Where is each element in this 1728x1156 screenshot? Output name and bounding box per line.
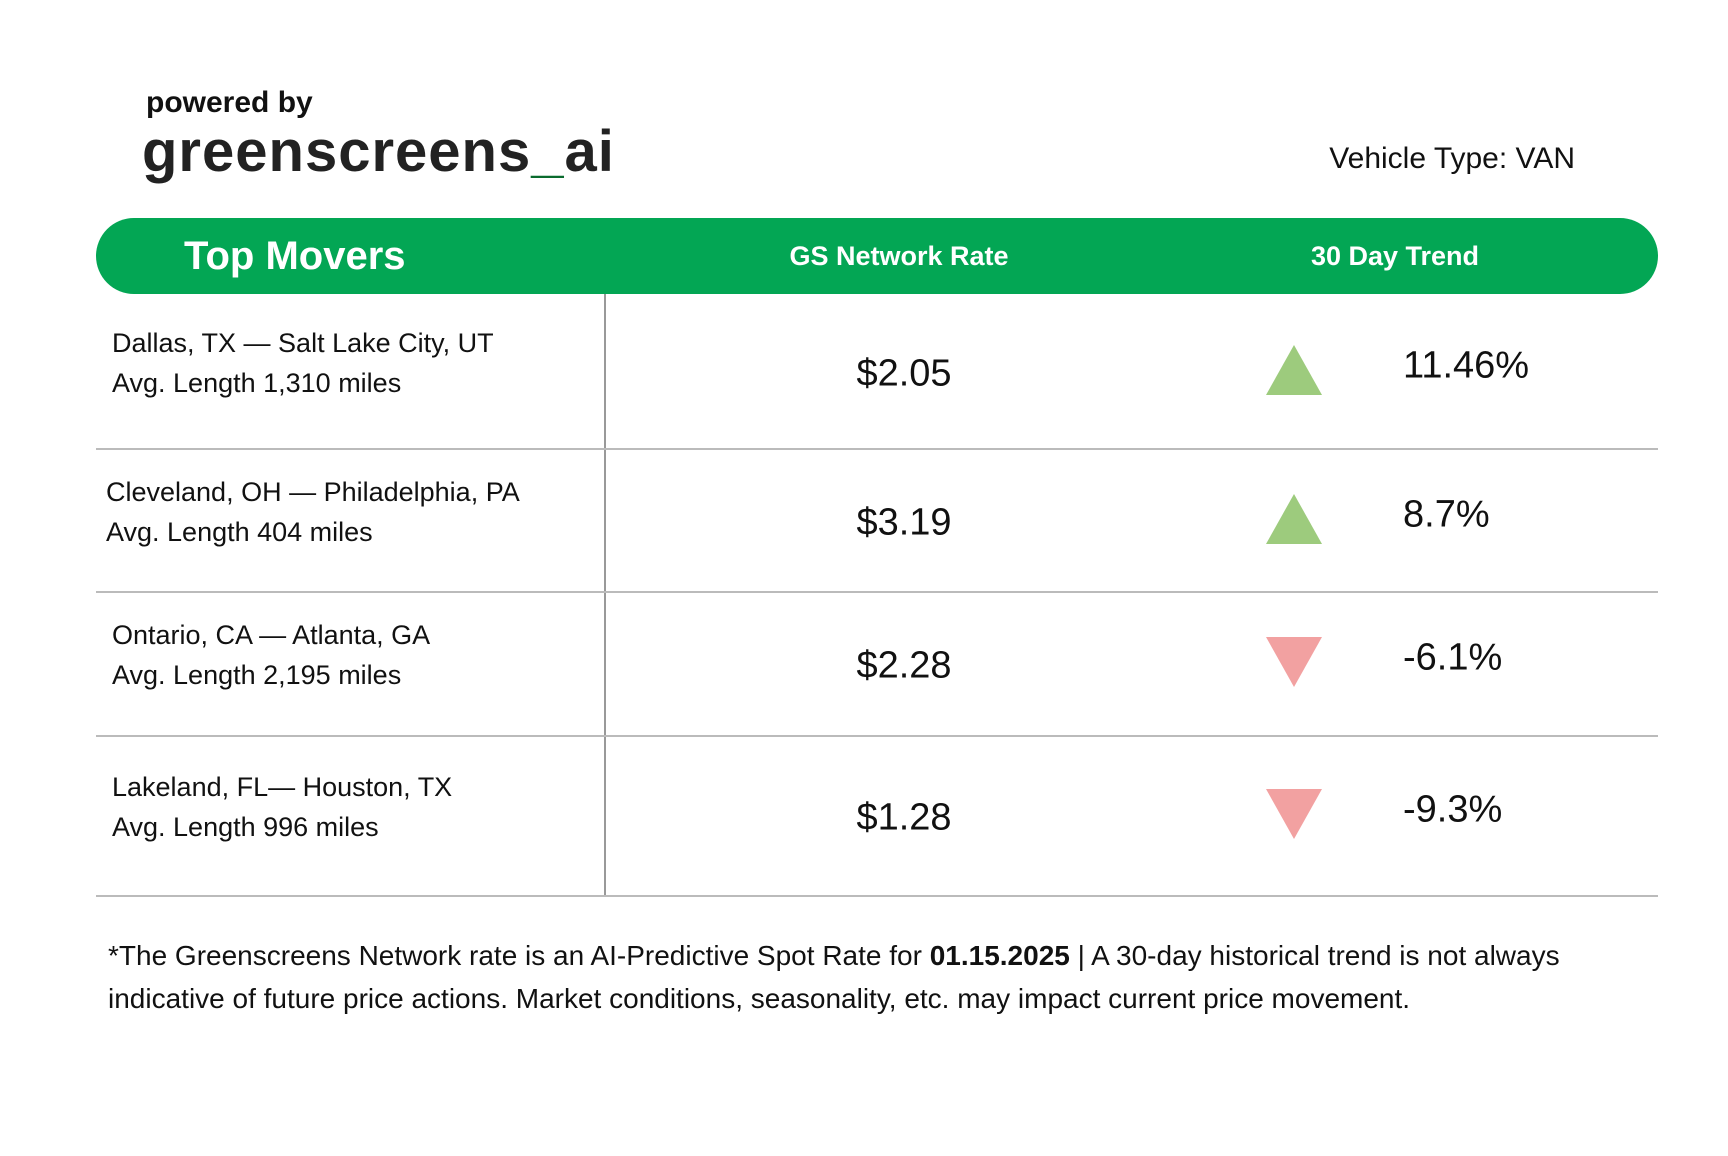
trend-arrow — [1266, 637, 1322, 687]
arrow-down — [1266, 789, 1322, 839]
rate: $1.28 — [856, 796, 952, 839]
arrow-up — [1266, 344, 1322, 395]
column-header: 30 Day Trend — [1310, 241, 1480, 271]
avg-length: Avg. Length 1,310 miles — [112, 367, 402, 398]
rate: $2.05 — [856, 352, 952, 394]
route: Dallas, TX — Salt Lake City, UT — [112, 327, 494, 358]
trend-arrow — [1266, 344, 1322, 395]
route: Ontario, CA — Atlanta, GA — [112, 620, 431, 650]
trend: 11.46% — [1403, 344, 1530, 386]
footnote: *The Greenscreens Network rate is an AI-… — [108, 934, 1648, 1020]
footnote-date: 01.15.2025 — [929, 940, 1070, 971]
logo-text: greenscreens — [142, 119, 532, 184]
footnote-text: *The Greenscreens Network rate is an AI-… — [108, 940, 930, 971]
avg-length: Avg. Length 404 miles — [106, 516, 373, 547]
route: Lakeland, FL— Houston, TX — [112, 772, 453, 802]
trend: 8.7% — [1403, 493, 1490, 535]
column-header: Top Movers — [184, 234, 406, 278]
rate: $3.19 — [856, 501, 952, 543]
trend-arrow — [1266, 493, 1322, 544]
column-divider — [604, 294, 606, 896]
header-bar — [96, 218, 1658, 294]
logo-text: ai — [564, 119, 615, 184]
avg-length: Avg. Length 2,195 miles — [112, 660, 402, 690]
row-divider — [96, 591, 1658, 593]
logo-underscore: _ — [531, 119, 565, 184]
footnote-text: | A 30-day historical trend is not alway… — [108, 940, 1560, 1014]
row-divider — [96, 448, 1658, 450]
column-header: GS Network Rate — [789, 241, 1009, 271]
rate: $2.28 — [856, 644, 952, 687]
arrow-down — [1266, 637, 1322, 687]
trend-arrow — [1266, 789, 1322, 839]
vehicle-type: Vehicle Type: VAN — [1329, 142, 1575, 175]
powered-by: powered by — [146, 86, 313, 119]
arrow-up — [1266, 493, 1322, 544]
row-divider — [96, 735, 1658, 737]
row-divider — [96, 895, 1658, 897]
trend: -9.3% — [1403, 788, 1503, 831]
trend: -6.1% — [1403, 636, 1503, 679]
avg-length: Avg. Length 996 miles — [112, 812, 379, 842]
logo: greenscreens_ai — [142, 118, 615, 185]
route: Cleveland, OH — Philadelphia, PA — [106, 476, 520, 507]
